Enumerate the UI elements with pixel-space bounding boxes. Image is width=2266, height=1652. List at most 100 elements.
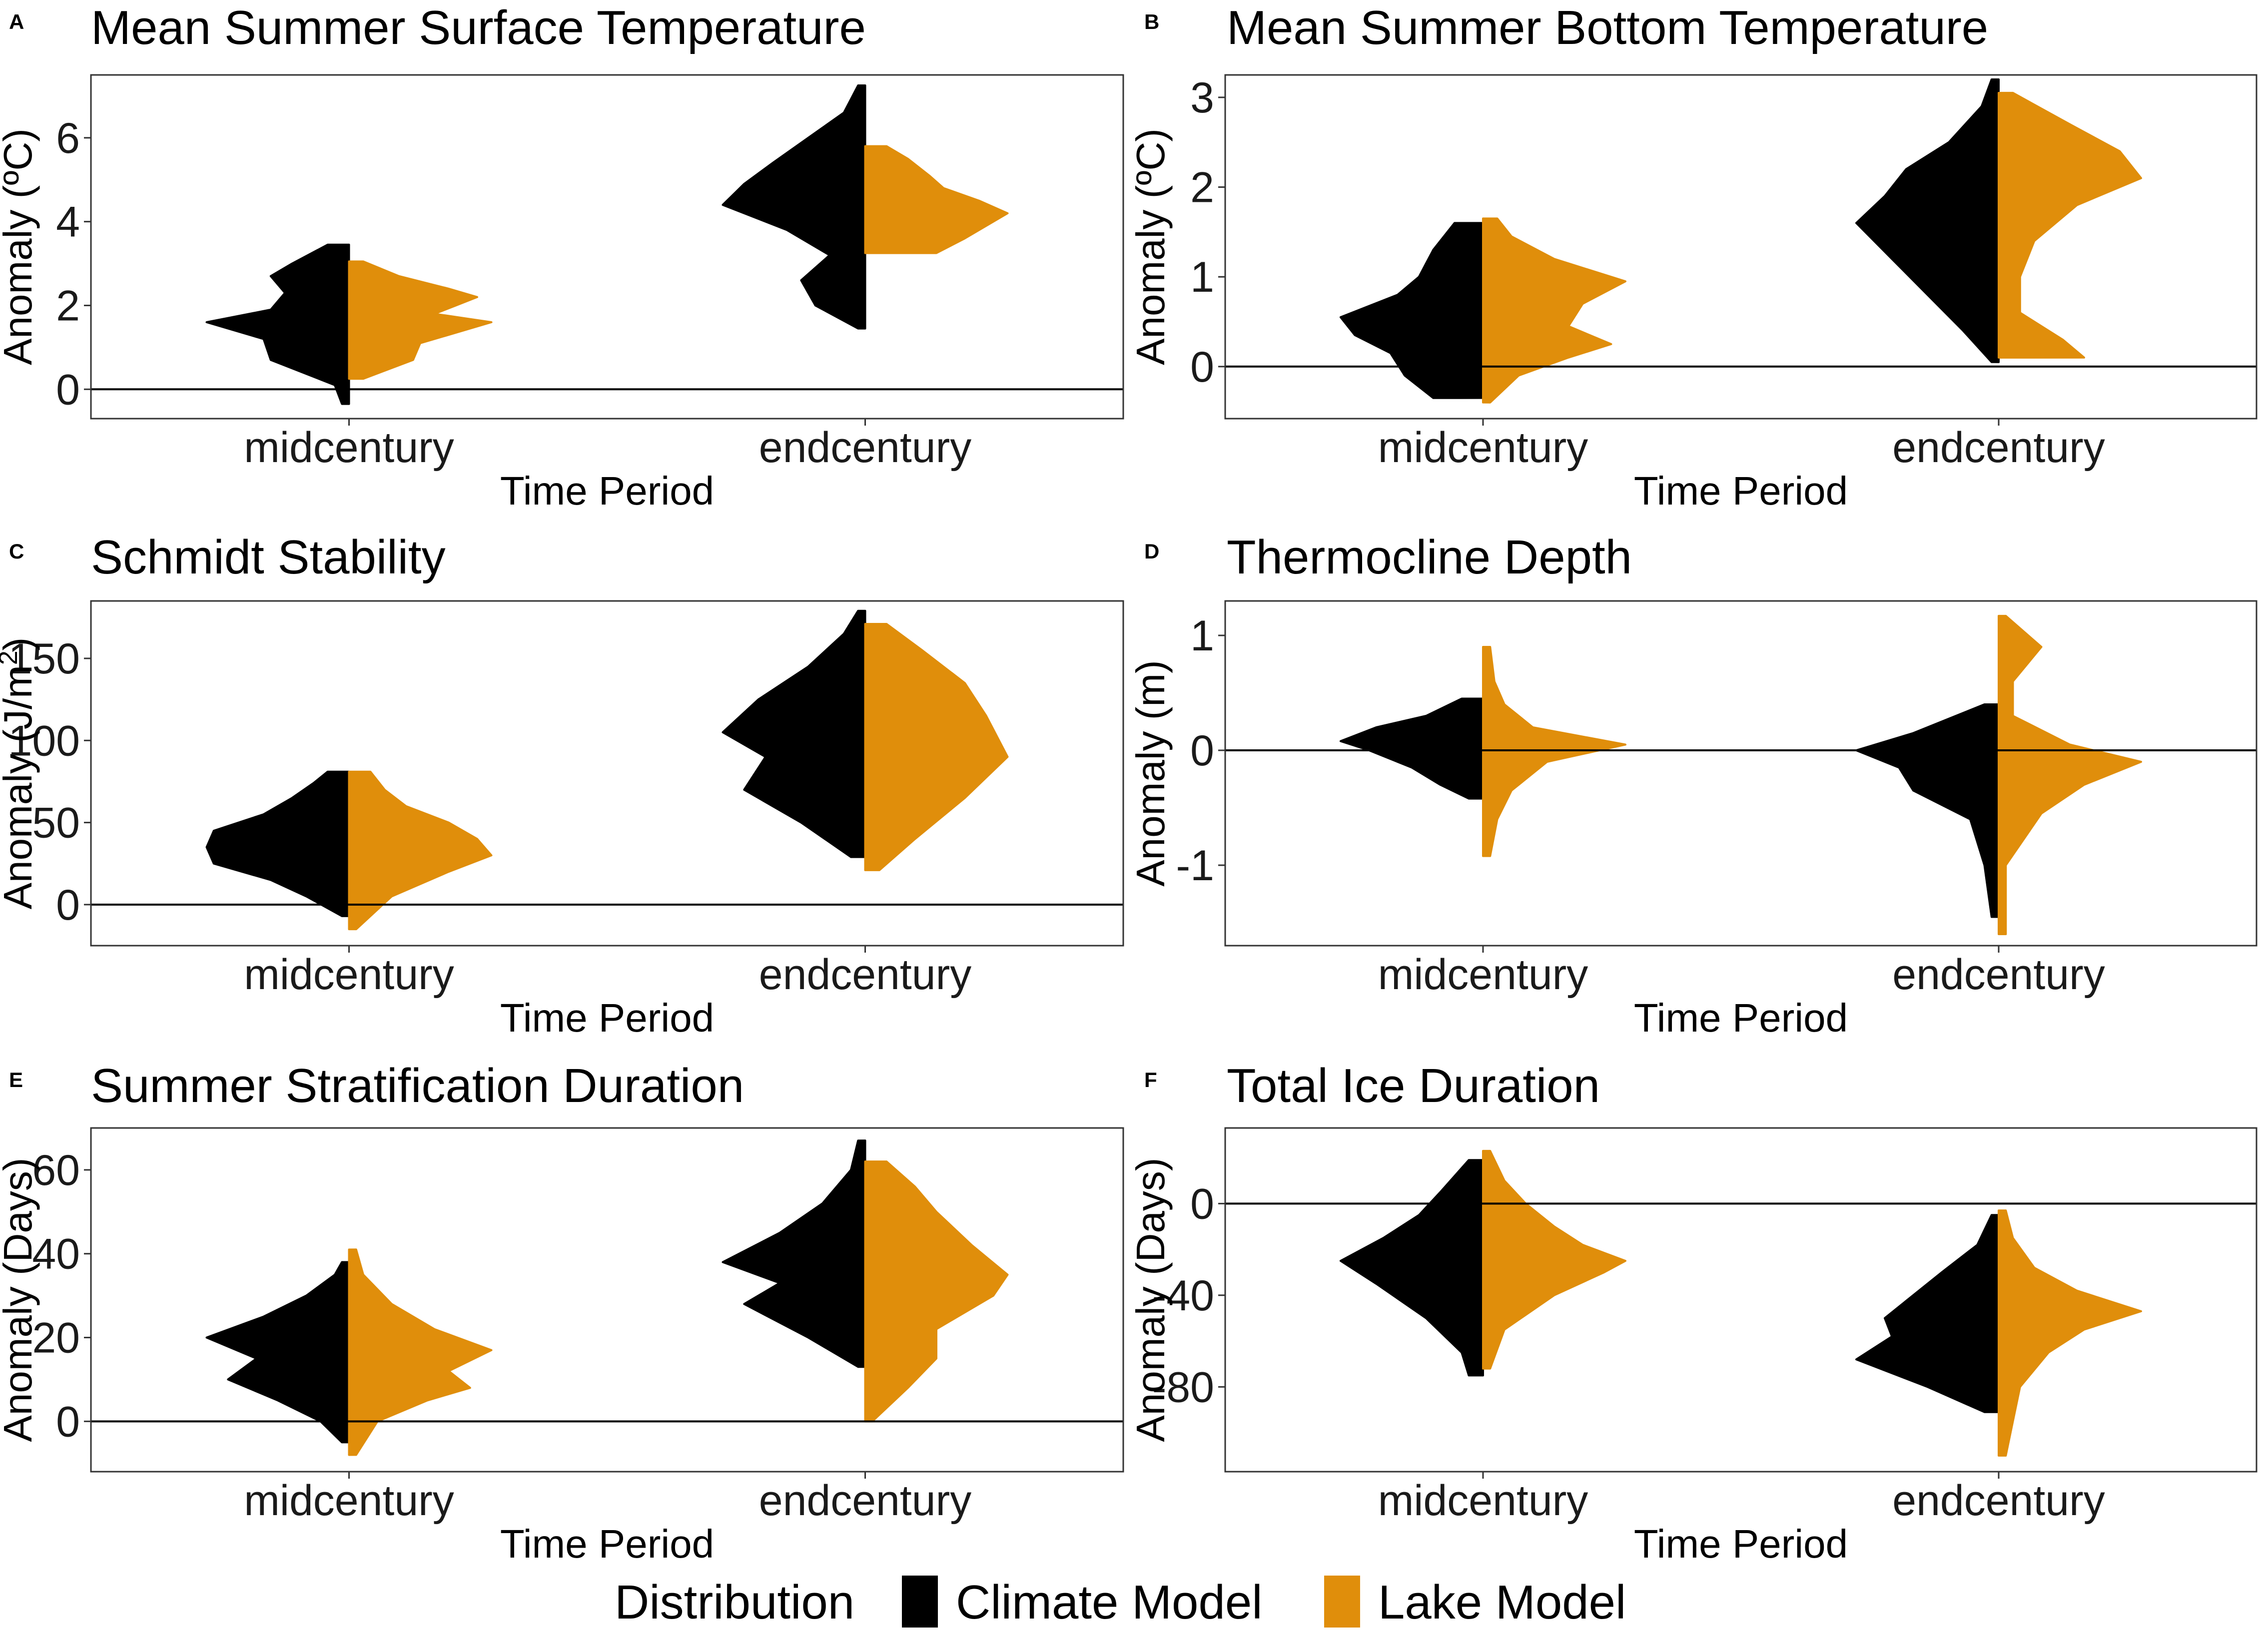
y-tick-label: 1 xyxy=(1190,253,1214,301)
climate-model-violin-endcentury xyxy=(722,1139,866,1368)
panel-letter: D xyxy=(1144,540,1159,563)
legend-label-climate-model: Climate Model xyxy=(956,1576,1263,1629)
y-tick-label: 0 xyxy=(56,1398,80,1446)
plot-frame xyxy=(1224,600,2258,947)
y-tick-label: 100 xyxy=(8,717,80,765)
lake-model-violin-midcentury xyxy=(1482,1149,1626,1370)
lake-model-violin-midcentury xyxy=(1482,217,1626,404)
lake-model-violin-midcentury xyxy=(348,260,493,380)
y-tick-label: 1 xyxy=(1190,612,1214,660)
climate-model-violin-midcentury xyxy=(1340,1159,1484,1377)
climate-model-violin-endcentury xyxy=(1855,78,2000,363)
panel-title: Mean Summer Surface Temperature xyxy=(91,1,866,54)
lake-model-violin-endcentury xyxy=(864,1160,1009,1423)
y-axis-title: Anomaly (ºC) xyxy=(0,128,40,365)
lake-model-violin-midcentury xyxy=(348,770,493,931)
y-tick-label: -1 xyxy=(1176,842,1214,890)
y-tick-label: 2 xyxy=(56,282,80,330)
x-tick-label: endcentury xyxy=(759,1477,972,1525)
x-tick-label: midcentury xyxy=(1378,951,1588,999)
lake-model-violin-endcentury xyxy=(1998,91,2142,359)
y-tick-label: 0 xyxy=(1190,1180,1214,1228)
panel-letter: E xyxy=(9,1068,23,1092)
y-tick-label: 0 xyxy=(1190,727,1214,775)
climate-model-violin-endcentury xyxy=(722,84,866,330)
x-tick-label: midcentury xyxy=(1378,1477,1588,1525)
plot-frame xyxy=(90,74,1124,420)
y-tick-label: 150 xyxy=(8,635,80,683)
panel-e: E Summer Stratification Duration 0 20 40 60 mi… xyxy=(0,1059,1124,1566)
legend: Distribution Climate Model Lake Model xyxy=(615,1576,1626,1629)
x-axis-title: Time Period xyxy=(500,469,714,513)
y-tick-label: 50 xyxy=(32,799,80,847)
x-tick-label: midcentury xyxy=(1378,424,1588,472)
panel-d: D Thermocline Depth -1 0 1 midcentury endcentu… xyxy=(1128,531,2258,1040)
legend-title: Distribution xyxy=(615,1576,854,1629)
y-axis-title: Anomaly (Days) xyxy=(0,1157,40,1442)
panel-title: Mean Summer Bottom Temperature xyxy=(1227,1,1988,54)
x-tick-label: midcentury xyxy=(244,1477,454,1525)
y-tick-label: 0 xyxy=(1190,343,1214,391)
x-tick-label: endcentury xyxy=(1892,951,2105,999)
legend-label-lake-model: Lake Model xyxy=(1378,1576,1626,1629)
y-tick-label: -40 xyxy=(1152,1272,1214,1320)
y-tick-label: 20 xyxy=(32,1314,80,1362)
x-axis-title: Time Period xyxy=(500,996,714,1040)
panel-title: Thermocline Depth xyxy=(1227,531,1632,584)
y-tick-label: 60 xyxy=(32,1146,80,1194)
x-tick-label: midcentury xyxy=(244,424,454,472)
x-axis-title: Time Period xyxy=(500,1522,714,1566)
climate-model-violin-midcentury xyxy=(205,243,350,405)
plot-frame xyxy=(1224,1127,2258,1473)
y-axis-title: Anomaly (ºC) xyxy=(1128,128,1173,365)
panel-b: B Mean Summer Bottom Temperature 0 1 2 3 midce… xyxy=(1128,1,2258,513)
panel-title: Schmidt Stability xyxy=(91,531,446,584)
lake-model-violin-endcentury xyxy=(1998,1209,2142,1457)
x-axis-title: Time Period xyxy=(1634,996,1848,1040)
panel-c: C Schmidt Stability 0 50 100 150 midcentury end… xyxy=(0,531,1124,1040)
y-tick-label: 0 xyxy=(56,366,80,414)
panel-title: Total Ice Duration xyxy=(1227,1059,1600,1112)
panel-letter: A xyxy=(9,10,24,33)
y-tick-label: -80 xyxy=(1152,1363,1214,1411)
y-axis-title: Anomaly (J/m2) xyxy=(0,637,40,910)
climate-model-violin-endcentury xyxy=(1855,703,2000,918)
panel-letter: B xyxy=(1144,10,1159,33)
x-axis-title: Time Period xyxy=(1634,469,1848,513)
x-tick-label: endcentury xyxy=(759,951,972,999)
panel-a: A Mean Summer Surface Temperature 0 2 4 6 midc… xyxy=(0,1,1124,513)
x-tick-label: midcentury xyxy=(244,951,454,999)
legend-key-climate-model xyxy=(902,1576,938,1628)
climate-model-violin-midcentury xyxy=(1340,222,1484,399)
plot-frame xyxy=(90,600,1124,947)
y-tick-label: 40 xyxy=(32,1230,80,1278)
y-tick-label: 6 xyxy=(56,114,80,162)
lake-model-violin-endcentury xyxy=(1998,614,2142,935)
plot-frame xyxy=(1224,74,2258,420)
climate-model-violin-midcentury xyxy=(205,1261,350,1444)
y-tick-label: 2 xyxy=(1190,164,1214,212)
climate-model-violin-endcentury xyxy=(722,609,866,858)
x-tick-label: endcentury xyxy=(759,424,972,472)
legend-key-lake-model xyxy=(1324,1576,1360,1628)
panel-f: F Total Ice Duration -80 -40 0 midcentury endc… xyxy=(1128,1059,2258,1566)
lake-model-violin-endcentury xyxy=(864,145,1009,254)
climate-model-violin-midcentury xyxy=(205,770,350,917)
panel-letter: F xyxy=(1144,1068,1157,1092)
panel-title: Summer Stratification Duration xyxy=(91,1059,744,1112)
plot-frame xyxy=(90,1127,1124,1473)
y-tick-label: 3 xyxy=(1190,74,1214,122)
lake-model-violin-midcentury xyxy=(1482,646,1626,857)
x-tick-label: endcentury xyxy=(1892,1477,2105,1525)
lake-model-violin-midcentury xyxy=(348,1248,493,1456)
y-axis-title: Anomaly (Days) xyxy=(1128,1157,1173,1442)
lake-model-violin-endcentury xyxy=(864,623,1009,871)
panel-letter: C xyxy=(9,540,24,563)
x-tick-label: endcentury xyxy=(1892,424,2105,472)
x-axis-title: Time Period xyxy=(1634,1522,1848,1566)
y-tick-label: 0 xyxy=(56,881,80,929)
climate-model-violin-endcentury xyxy=(1855,1214,2000,1413)
y-axis-title: Anomaly (m) xyxy=(1128,660,1173,886)
climate-model-violin-midcentury xyxy=(1340,697,1484,800)
